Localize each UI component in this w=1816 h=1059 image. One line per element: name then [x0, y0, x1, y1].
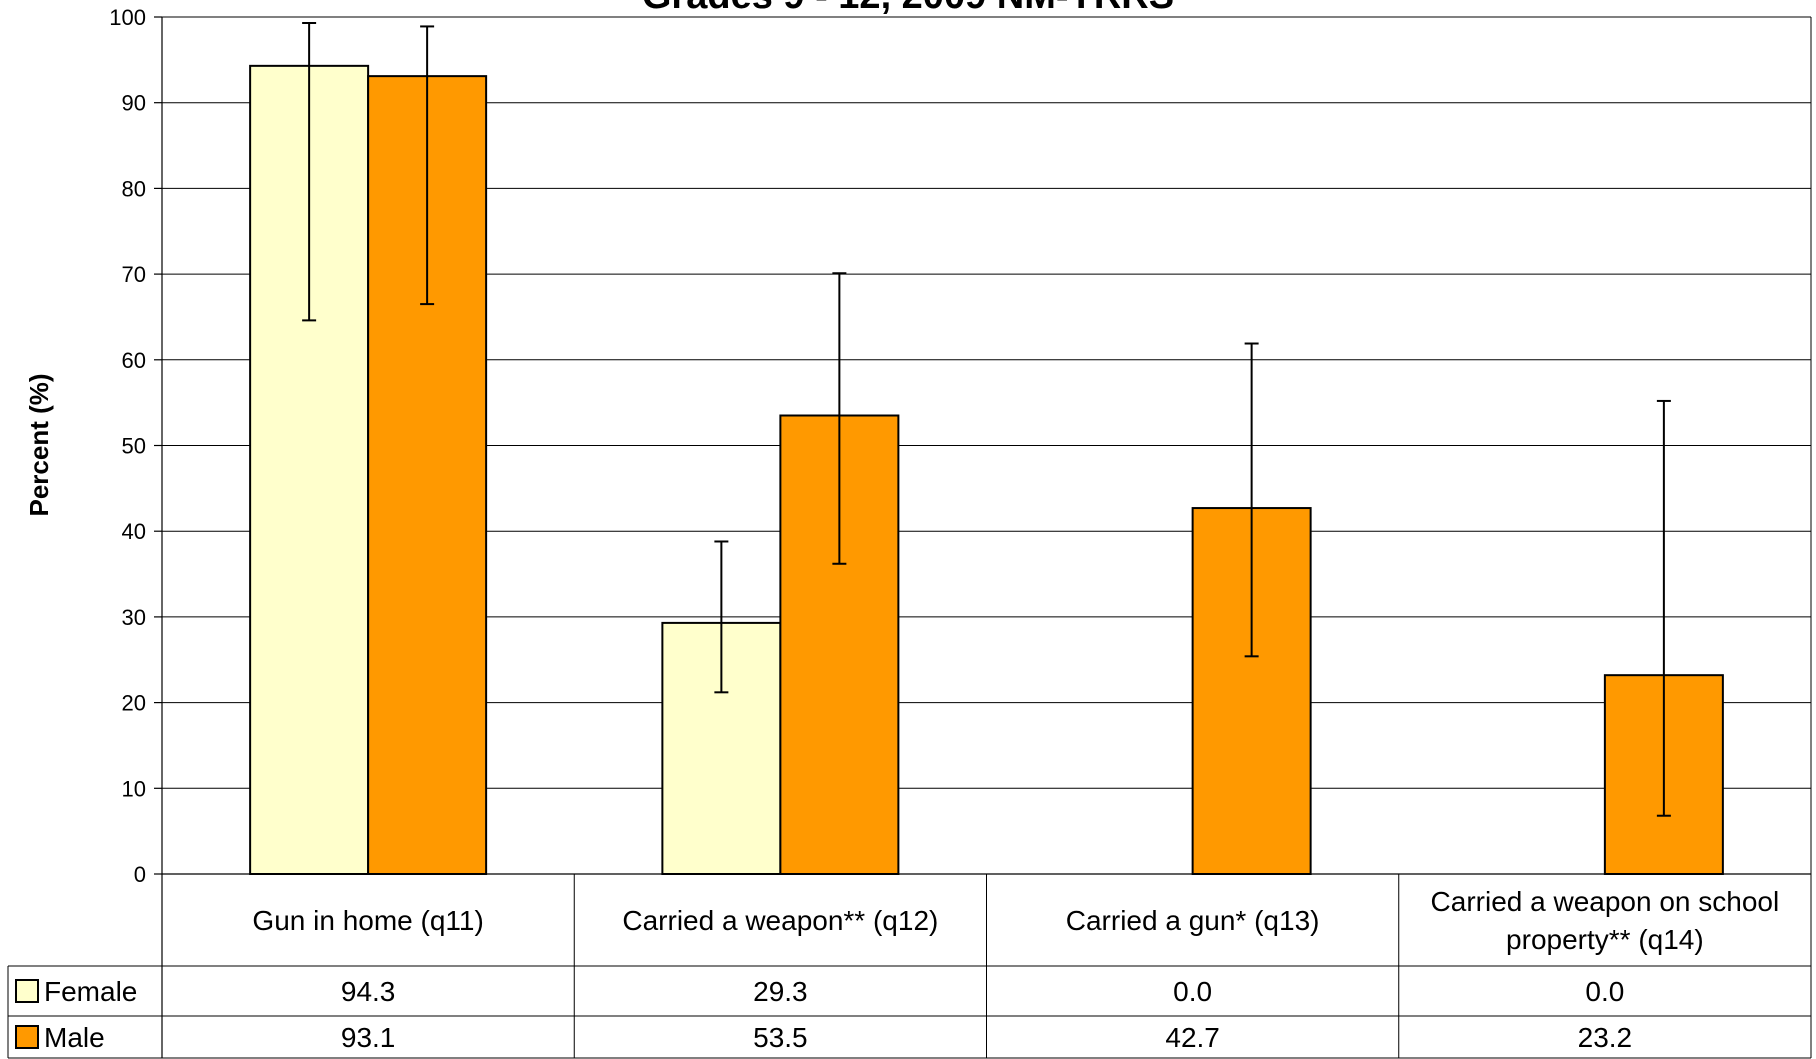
y-tick-label: 0: [134, 862, 146, 887]
chart-title: Grades 9 - 12, 2009 NM-YRRS: [642, 0, 1174, 17]
y-tick-label: 30: [122, 605, 146, 630]
legend-label-male: Male: [44, 1022, 105, 1053]
data-table: Gun in home (q11) Carried a weapon** (q12…: [7, 874, 1811, 1059]
data-table-cell: 53.5: [753, 1022, 808, 1053]
y-tick-label: 70: [122, 262, 146, 287]
y-tick-label: 20: [122, 691, 146, 716]
y-axis-label: Percent (%): [24, 373, 54, 516]
data-table-cell: 93.1: [341, 1022, 396, 1053]
data-table-cell: 0.0: [1585, 976, 1624, 1007]
legend-label-female: Female: [44, 976, 137, 1007]
bars: [249, 64, 1724, 876]
category-label: property** (q14): [1506, 924, 1704, 955]
error-bars: [302, 21, 1671, 817]
category-label: Gun in home (q11): [252, 905, 483, 936]
y-tick-label: 80: [122, 176, 146, 201]
legend-swatch-male: [15, 1025, 39, 1049]
data-table-cell: 42.7: [1165, 1022, 1220, 1053]
category-label: Carried a weapon** (q12): [622, 905, 938, 936]
category-label: Carried a weapon on school: [1431, 886, 1780, 917]
legend-swatch-female: [15, 979, 39, 1003]
y-axis-ticks: 0 10 20 30 40 50 60 70 80 90 100: [109, 5, 162, 887]
y-tick-label: 40: [122, 519, 146, 544]
data-table-cell: 29.3: [753, 976, 808, 1007]
y-tick-label: 90: [122, 91, 146, 116]
data-table-cell: 94.3: [341, 976, 396, 1007]
category-label: Carried a gun* (q13): [1066, 905, 1320, 936]
y-tick-label: 60: [122, 348, 146, 373]
y-tick-label: 10: [122, 776, 146, 801]
y-tick-label: 50: [122, 434, 146, 459]
data-table-cell: 23.2: [1578, 1022, 1633, 1053]
data-table-cell: 0.0: [1173, 976, 1212, 1007]
y-tick-label: 100: [109, 5, 146, 30]
